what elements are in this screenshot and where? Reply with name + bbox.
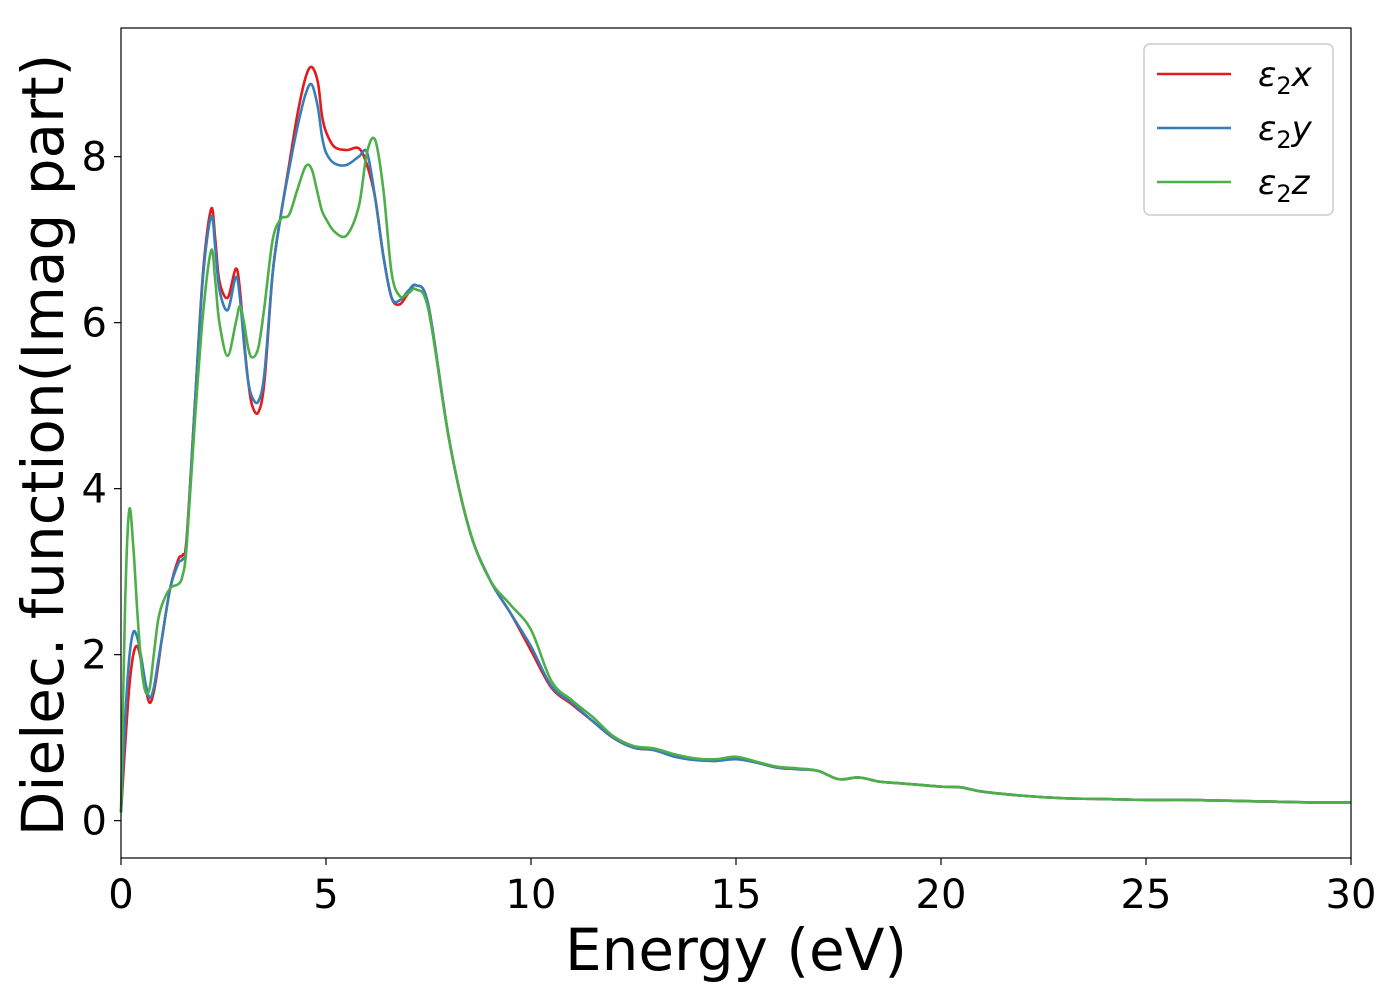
x-axis-label: Energy (eV): [565, 916, 907, 984]
x-tick-label: 25: [1121, 872, 1172, 918]
y-tick-label: 0: [82, 799, 107, 845]
x-tick-label: 20: [916, 872, 967, 918]
y-tick-label: 8: [82, 135, 107, 181]
legend: ε2x ε2y ε2z: [1143, 43, 1334, 216]
tick-layer: 0 5 10 15 20 25 30 0 2 4 6 8: [82, 135, 1377, 918]
x-tick-label: 0: [108, 872, 133, 918]
legend-box: [1143, 43, 1334, 216]
y-tick-label: 6: [82, 301, 107, 347]
y-tick-label: 4: [82, 467, 107, 513]
y-tick-label: 2: [82, 633, 107, 679]
legend-label: ε2z: [1258, 163, 1311, 208]
x-tick-label: 30: [1326, 872, 1377, 918]
x-tick-label: 10: [506, 872, 557, 918]
x-tick-label: 5: [313, 872, 338, 918]
series-layer: [119, 65, 1352, 813]
y-axis-label: Dielec. function(Imag part): [9, 54, 77, 837]
series-line-z: [119, 136, 1352, 813]
legend-label: ε2x: [1258, 55, 1313, 100]
x-tick-label: 15: [711, 872, 762, 918]
legend-label: ε2y: [1258, 109, 1313, 154]
